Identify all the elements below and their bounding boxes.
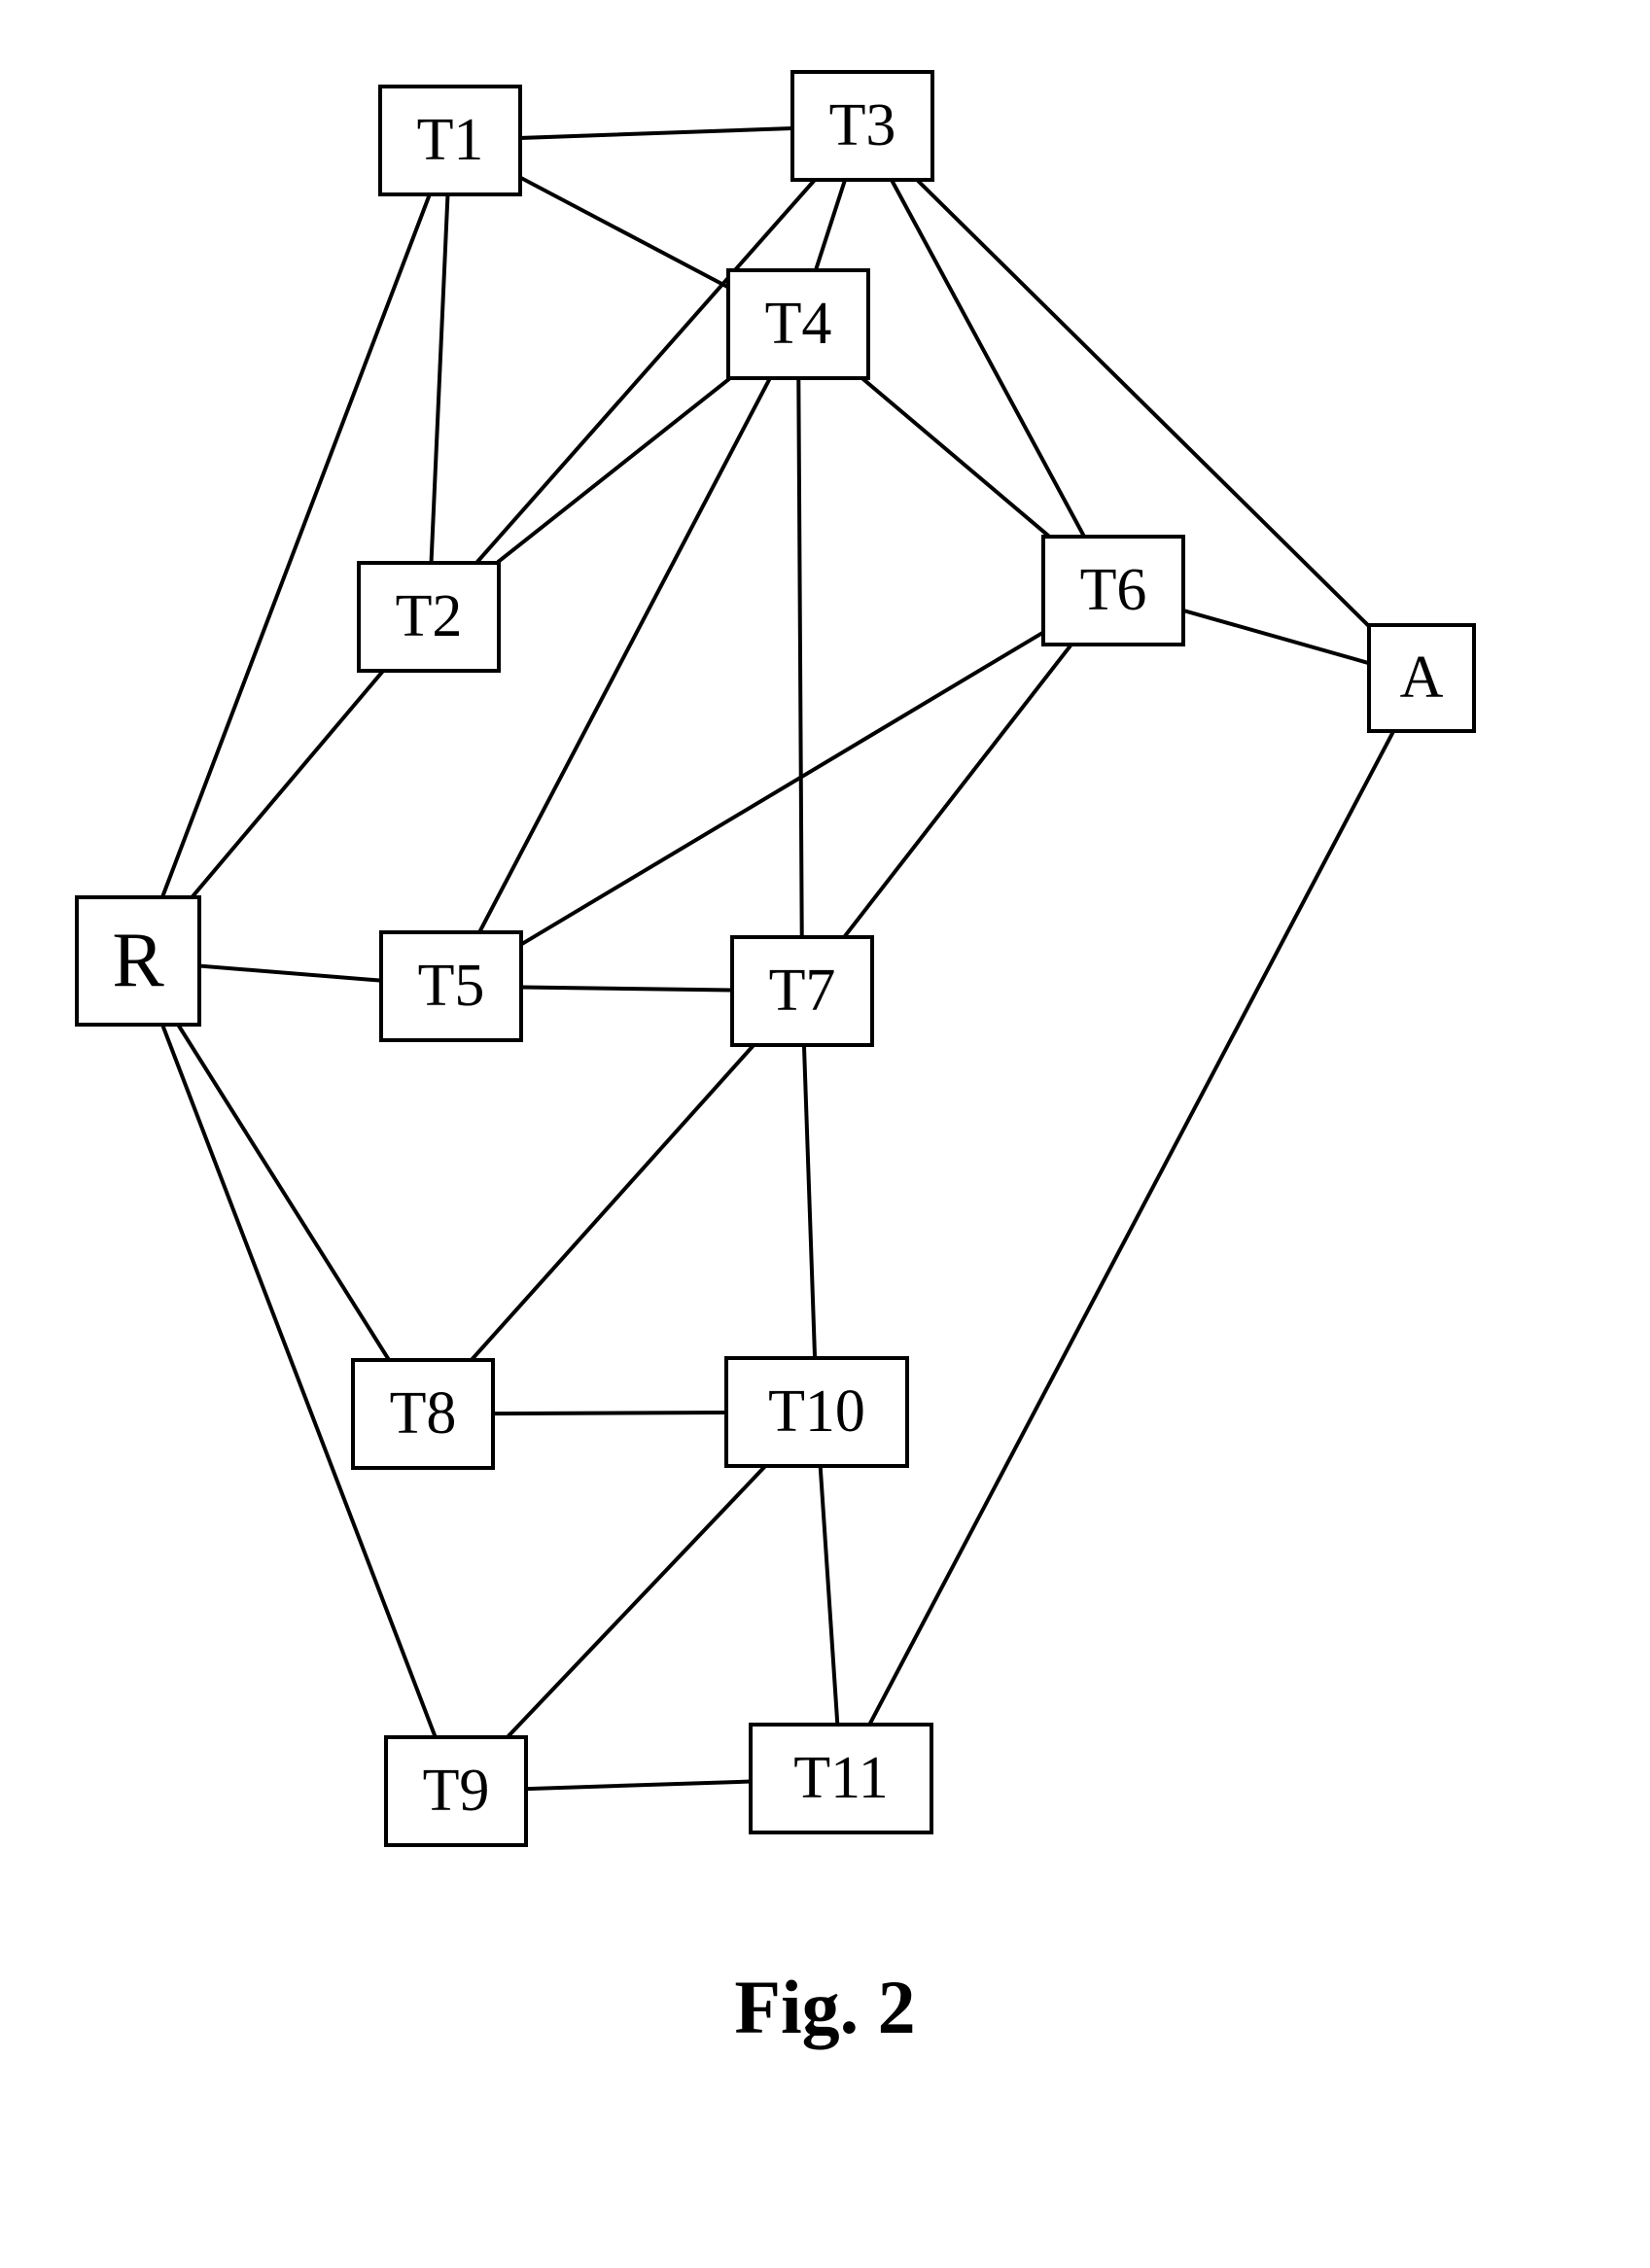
node-T1: T1 [378,85,522,196]
diagram-canvas: R T1 T2 T3 T4 T5 T6 T7 T8 T9 T10 T11 A Fig. 2 [0,0,1650,2268]
node-T7: T7 [730,935,874,1047]
edge-T9-T11 [528,1782,749,1790]
edge-R-T1 [163,196,429,895]
node-T3: T3 [790,70,934,182]
edge-T3-T4 [817,182,845,268]
edge-T7-T10 [804,1047,815,1356]
edge-T6-T7 [846,646,1071,935]
node-T10: T10 [724,1356,909,1468]
node-T9: T9 [384,1735,528,1847]
edge-R-T8 [179,1027,387,1358]
edge-T1-T4 [522,179,726,287]
edge-R-T2 [193,673,381,895]
edge-T5-T6 [523,634,1041,944]
edge-T10-T11 [821,1468,837,1723]
node-A: A [1367,623,1476,733]
edge-T8-T7 [474,1047,753,1358]
node-T8: T8 [351,1358,495,1470]
node-R: R [75,895,201,1027]
edge-T5-T7 [523,988,730,991]
edge-T9-T10 [509,1468,764,1735]
edge-T4-T6 [864,380,1047,535]
node-T11: T11 [749,1723,933,1834]
edge-T11-A [870,733,1392,1723]
edge-T1-T2 [432,196,448,561]
edge-R-T5 [201,966,379,981]
edge-T6-A [1185,611,1367,663]
figure-caption: Fig. 2 [0,1964,1650,2051]
node-T2: T2 [357,561,501,673]
node-T4: T4 [726,268,870,380]
node-T6: T6 [1041,535,1185,646]
edge-T3-T6 [893,182,1083,535]
node-T5: T5 [379,930,523,1042]
edge-T1-T3 [522,128,790,138]
edge-T4-T7 [798,380,801,935]
